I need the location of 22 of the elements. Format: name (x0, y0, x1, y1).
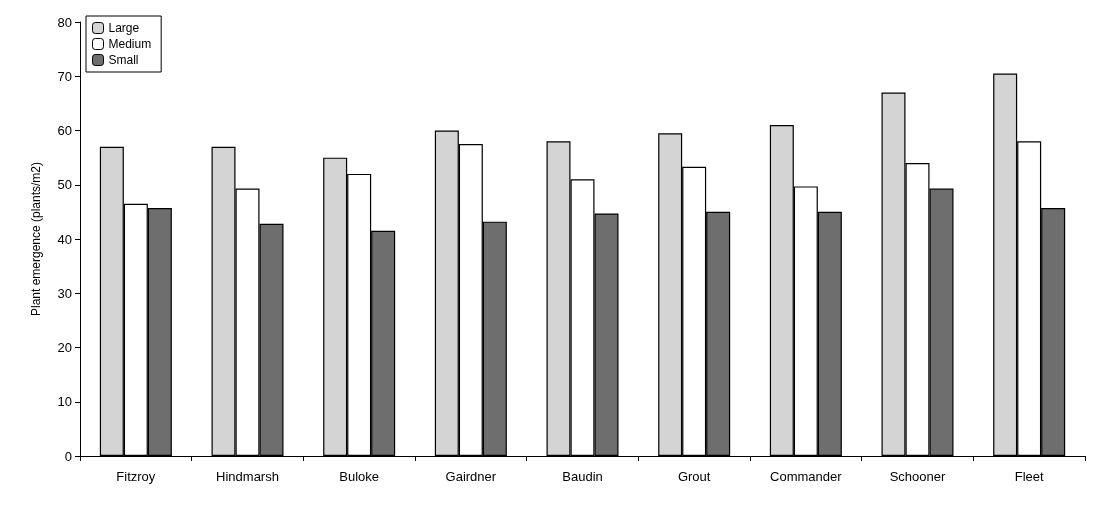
y-tick-label: 0 (64, 448, 72, 464)
y-tick-label: 30 (57, 285, 72, 301)
x-tick-label: Buloke (339, 469, 380, 484)
y-tick-label: 80 (57, 14, 72, 30)
y-tick-label: 20 (57, 340, 72, 355)
y-tick-label: 40 (57, 231, 72, 247)
x-tick-label: Fleet (1014, 469, 1044, 484)
legend-label: Medium (108, 37, 152, 51)
x-tick-label: Schooner (889, 469, 946, 484)
x-tick-label: Baudin (562, 469, 603, 484)
y-tick-label: 60 (57, 123, 72, 138)
x-tick-label: Gairdner (445, 469, 497, 484)
y-tick-label: 70 (57, 68, 72, 84)
y-tick-label: 10 (57, 394, 72, 410)
x-tick-label: Grout (677, 469, 711, 484)
x-tick-label: Commander (770, 469, 843, 484)
x-tick-label: Fitzroy (116, 469, 156, 484)
x-tick-label: Hindmarsh (216, 469, 279, 484)
legend-label: Large (108, 21, 140, 35)
legend-label: Small (108, 53, 139, 67)
y-axis-title: Plant emergence (plants/m2) (29, 161, 43, 317)
y-tick-label: 50 (57, 177, 72, 193)
